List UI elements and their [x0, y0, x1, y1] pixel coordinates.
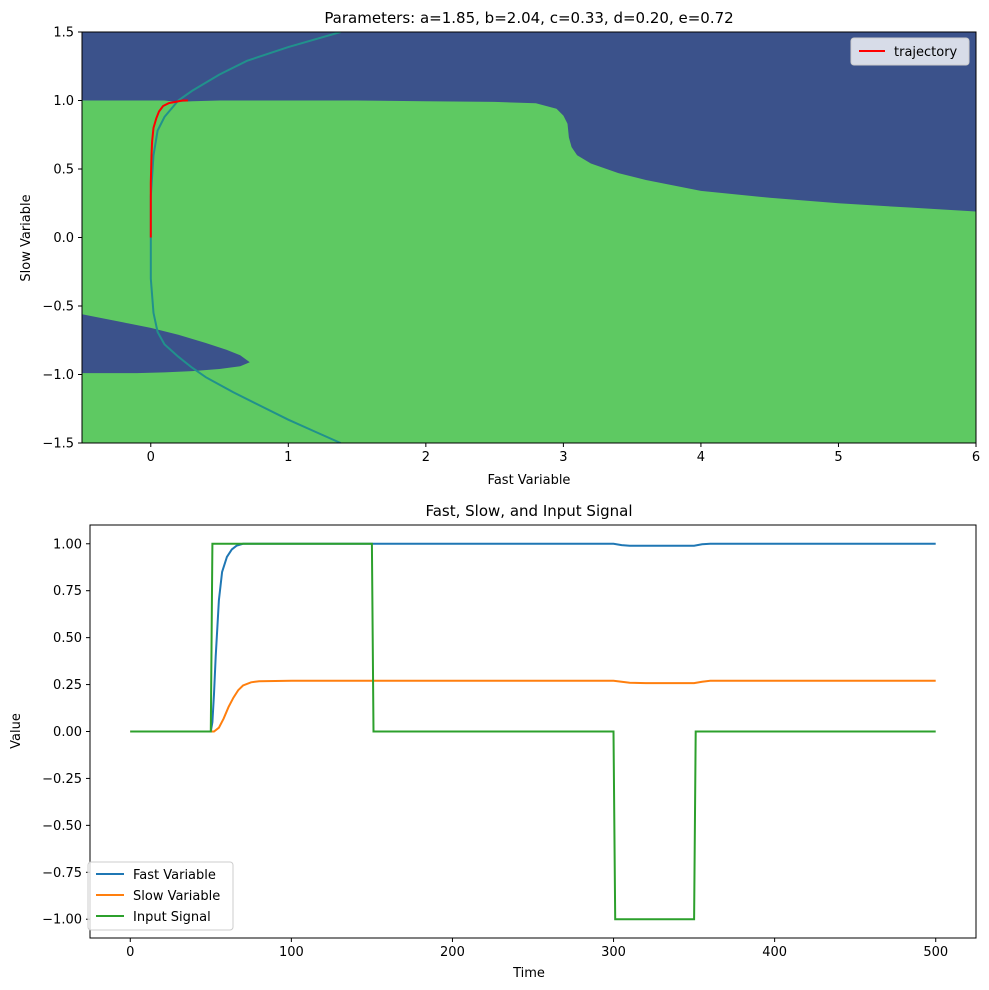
x-tick-label: 5	[834, 450, 842, 465]
y-tick-label: −1.00	[42, 913, 82, 928]
legend-fast-label: Fast Variable	[133, 868, 216, 883]
y-tick-label: 1.5	[53, 26, 74, 41]
y-tick-label: −1.5	[42, 437, 74, 452]
negative-region-lower-lobe	[82, 314, 250, 374]
time-series-legend: Fast Variable Slow Variable Input Signal	[87, 861, 234, 931]
y-tick-label: 1.0	[53, 94, 74, 109]
time-series-panel: Fast, Slow, and Input Signal 0 100 200 300 4…	[9, 502, 977, 981]
phase-plane-ylabel: Slow Variable	[19, 194, 34, 281]
nullcline-curve	[149, 32, 342, 443]
x-tick-label: 0	[147, 450, 155, 465]
fast-variable-line	[130, 542, 936, 733]
trajectory-line	[149, 99, 188, 238]
slow-variable-line	[130, 679, 936, 733]
time-series-y-ticks: −1.00 −0.75 −0.50 −0.25 0.00 0.25 0.50 0.75 1.00	[42, 537, 90, 928]
x-tick-label: 2	[422, 450, 430, 465]
time-series-title: Fast, Slow, and Input Signal	[425, 502, 632, 520]
y-tick-label: 1.00	[53, 537, 82, 552]
phase-plane-legend: trajectory	[850, 37, 970, 66]
x-tick-label: 3	[559, 450, 567, 465]
x-tick-label: 400	[762, 945, 787, 960]
phase-plane-plot-area	[82, 32, 976, 443]
y-tick-label: −0.50	[42, 819, 82, 834]
phase-plane-title: Parameters: a=1.85, b=2.04, c=0.33, d=0.…	[324, 9, 733, 27]
y-tick-label: −0.75	[42, 866, 82, 881]
x-tick-label: 4	[697, 450, 705, 465]
phase-plane-panel: Parameters: a=1.85, b=2.04, c=0.33, d=0.…	[19, 9, 980, 488]
phase-plane-x-ticks: 0 1 2 3 4 5 6	[147, 443, 980, 465]
legend-slow-label: Slow Variable	[133, 889, 220, 904]
time-series-x-ticks: 0 100 200 300 400 500	[126, 938, 948, 960]
negative-region-upper	[82, 32, 976, 212]
phase-plane-y-ticks: −1.5 −1.0 −0.5 0.0 0.5 1.0 1.5	[42, 26, 82, 452]
legend-trajectory-label: trajectory	[894, 45, 958, 60]
x-tick-label: 300	[601, 945, 626, 960]
y-tick-label: 0.25	[53, 678, 82, 693]
x-tick-label: 500	[923, 945, 948, 960]
x-tick-label: 100	[279, 945, 304, 960]
y-tick-label: −0.25	[42, 772, 82, 787]
y-tick-label: 0.50	[53, 631, 82, 646]
y-tick-label: −0.5	[42, 300, 74, 315]
y-tick-label: 0.0	[53, 231, 74, 246]
time-series-xlabel: Time	[512, 966, 545, 981]
x-tick-label: 200	[440, 945, 465, 960]
time-series-plot-area	[130, 542, 936, 921]
input-signal-line	[130, 542, 936, 921]
x-tick-label: 6	[972, 450, 980, 465]
x-tick-label: 1	[284, 450, 292, 465]
y-tick-label: 0.5	[53, 163, 74, 178]
y-tick-label: 0.75	[53, 584, 82, 599]
x-tick-label: 0	[126, 945, 134, 960]
phase-plane-xlabel: Fast Variable	[488, 473, 571, 488]
y-tick-label: 0.00	[53, 725, 82, 740]
legend-input-label: Input Signal	[133, 910, 211, 925]
y-tick-label: −1.0	[42, 368, 74, 383]
time-series-ylabel: Value	[9, 713, 24, 749]
